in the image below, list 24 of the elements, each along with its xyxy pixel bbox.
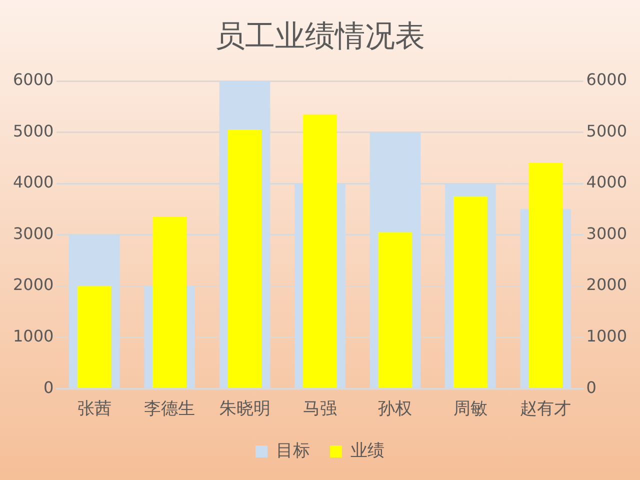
y-tick-label: 3000 bbox=[13, 224, 54, 243]
y2-tick-label: 6000 bbox=[586, 70, 627, 90]
y-tick-label: 4000 bbox=[13, 172, 54, 192]
x-tick-label: 李德生 bbox=[144, 399, 196, 420]
y2-tick-label: 5000 bbox=[586, 121, 627, 140]
y2-tick-label: 4000 bbox=[586, 172, 627, 192]
y2-tick-label: 2000 bbox=[586, 275, 627, 294]
x-tick-label: 孙权 bbox=[378, 399, 412, 420]
y2-tick-label: 1000 bbox=[586, 326, 627, 346]
y-tick-label: 2000 bbox=[13, 275, 54, 294]
y2-tick-label: 3000 bbox=[586, 224, 627, 243]
x-tick-label: 朱晓明 bbox=[219, 399, 270, 420]
x-tick-label: 周敏 bbox=[453, 399, 488, 420]
chart-title: 员工业绩情况表 bbox=[215, 18, 425, 54]
y-tick-label: 0 bbox=[44, 378, 54, 397]
legend-label: 目标 bbox=[276, 440, 310, 461]
legend-label: 业绩 bbox=[350, 440, 384, 461]
y2-tick-label: 0 bbox=[586, 378, 596, 397]
x-tick-label: 张茜 bbox=[77, 399, 112, 420]
y-tick-label: 6000 bbox=[13, 70, 54, 90]
y-tick-label: 1000 bbox=[13, 326, 54, 346]
y-tick-label: 5000 bbox=[13, 121, 54, 140]
x-tick-label: 马强 bbox=[303, 399, 337, 420]
x-tick-label: 赵有才 bbox=[520, 399, 572, 420]
